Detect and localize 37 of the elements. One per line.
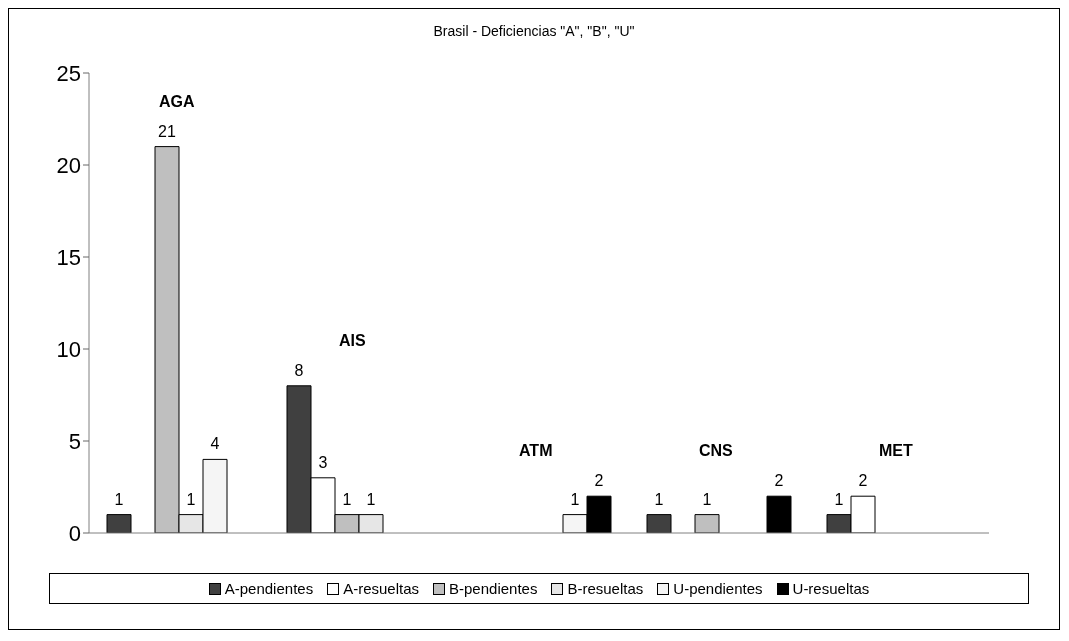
legend-label: A-pendientes [224,580,314,597]
bar [694,514,720,533]
legend-label: U-pendientes [673,580,763,597]
y-tick-label: 15 [56,244,81,270]
annotation: AGA [159,92,195,111]
y-tick-label: 25 [56,60,81,86]
data-label: 8 [294,361,304,379]
data-label: 1 [654,490,664,508]
y-tick-label: 10 [56,336,81,362]
legend-label: U-resueltas [792,580,870,597]
data-label: 1 [702,490,712,508]
bar [646,514,672,533]
data-label: 2 [594,472,604,490]
y-tick-label: 20 [56,152,81,178]
legend-label: B-resueltas [567,580,644,597]
data-label: 1 [342,490,352,508]
data-label: 1 [186,490,196,508]
legend-label: A-resueltas [343,580,420,597]
data-label: 3 [318,453,328,471]
data-label: 2 [858,472,868,490]
annotation: CNS [699,442,733,461]
y-tick-label: 0 [68,520,81,546]
data-label: 21 [158,122,176,140]
data-label: 1 [114,490,124,508]
legend-label: B-pendientes [449,580,538,597]
bar [106,514,132,533]
y-tick-label: 5 [68,428,81,454]
data-label: 1 [570,490,580,508]
data-label: 4 [210,435,220,453]
chart-title: Brasil - Deficiencias "A", "B", "U" [433,23,635,39]
data-label: 1 [366,490,376,508]
annotation: ATM [519,442,553,461]
annotation: AIS [339,331,366,350]
bar [766,495,792,533]
data-label: 2 [774,472,784,490]
annotation: MET [879,442,913,461]
data-label: 1 [834,490,844,508]
